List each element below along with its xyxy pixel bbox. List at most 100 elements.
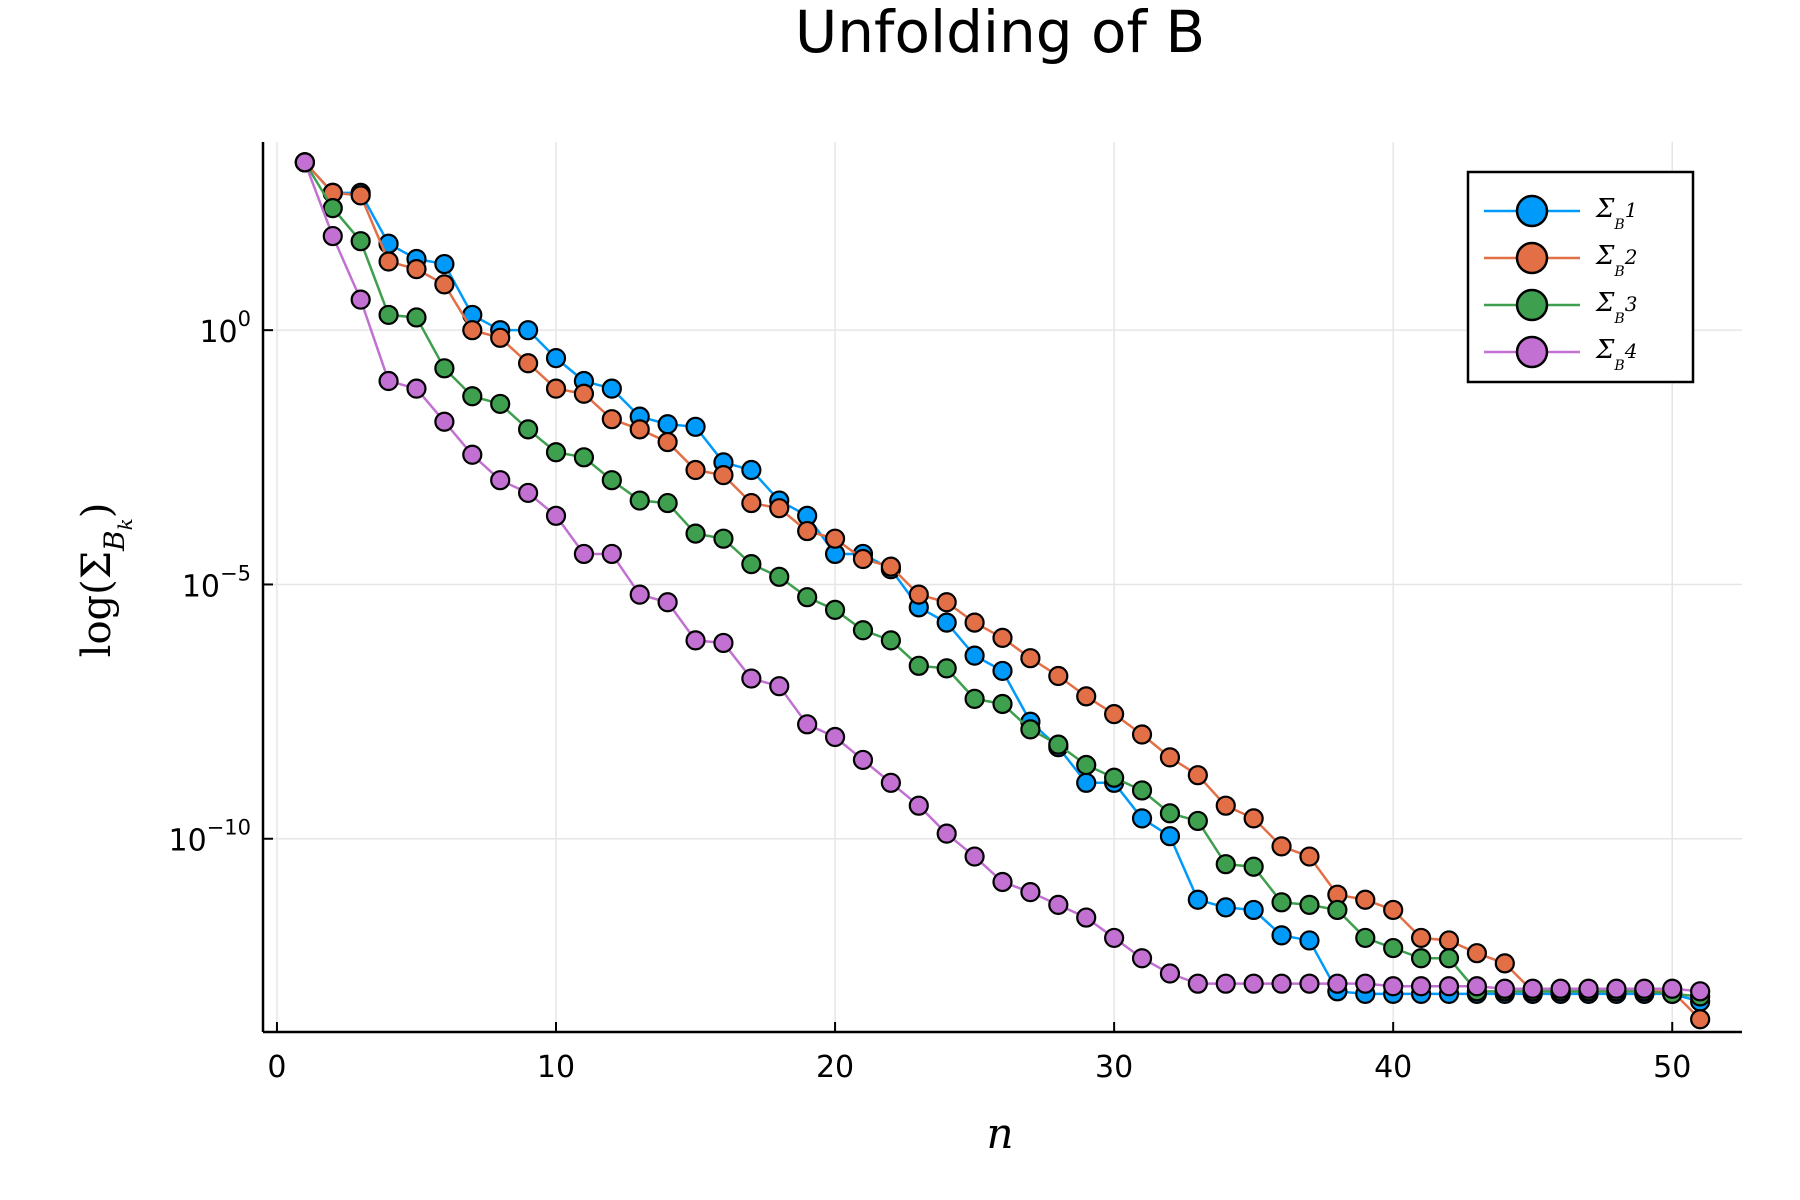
data-point xyxy=(964,645,985,666)
data-point xyxy=(1159,803,1181,824)
data-point xyxy=(992,627,1013,648)
data-point xyxy=(908,655,929,676)
data-point xyxy=(1020,882,1041,903)
x-tick-label: 40 xyxy=(1374,1050,1412,1085)
data-point xyxy=(545,442,567,463)
data-point xyxy=(880,630,901,651)
data-point xyxy=(1327,899,1348,921)
data-point xyxy=(518,353,539,374)
data-point xyxy=(1076,754,1097,776)
data-point xyxy=(1048,665,1069,687)
data-point xyxy=(685,523,706,544)
legend-item: ΣB1 xyxy=(1484,194,1637,233)
data-point xyxy=(462,444,483,465)
x-tick-label: 50 xyxy=(1653,1050,1691,1085)
data-point xyxy=(936,612,957,633)
legend-subscript: B xyxy=(1613,311,1624,327)
legend-item: ΣB3 xyxy=(1484,288,1637,327)
data-point xyxy=(462,320,483,341)
data-point xyxy=(490,393,511,415)
legend-label: ΣB2 xyxy=(1595,241,1637,280)
data-point xyxy=(629,419,650,440)
data-point xyxy=(769,566,790,587)
data-point xyxy=(713,632,734,654)
legend-index: 1 xyxy=(1625,198,1638,222)
legend-label: ΣB3 xyxy=(1595,288,1637,327)
data-point xyxy=(1299,973,1320,994)
data-point xyxy=(434,253,455,275)
data-point xyxy=(1159,963,1181,984)
data-point xyxy=(1355,889,1376,910)
legend-box xyxy=(1466,170,1695,384)
data-point xyxy=(964,846,985,867)
data-point xyxy=(518,419,539,440)
data-point xyxy=(824,726,846,748)
data-point xyxy=(1299,846,1320,867)
y-tick-base: 10 xyxy=(199,315,237,350)
data-point xyxy=(322,225,343,247)
data-point xyxy=(1327,973,1348,994)
data-point xyxy=(1159,826,1181,847)
data-point xyxy=(1383,899,1404,921)
series-layer xyxy=(294,152,1711,1030)
y-tick-base: 10 xyxy=(168,824,206,859)
data-point xyxy=(741,554,762,575)
data-point xyxy=(852,548,874,570)
data-point xyxy=(1522,978,1543,999)
data-point xyxy=(657,414,678,435)
y-tick-label: 10−5 xyxy=(182,561,251,604)
data-point xyxy=(1076,686,1097,707)
data-point xyxy=(685,416,706,437)
y-tick-label: 10−10 xyxy=(168,816,251,859)
data-point xyxy=(741,492,762,514)
data-point xyxy=(1494,978,1515,999)
data-point xyxy=(964,688,985,709)
x-tick-label: 30 xyxy=(1095,1050,1133,1085)
x-tick-label: 0 xyxy=(267,1050,286,1085)
legend-marker xyxy=(1515,241,1549,275)
data-point xyxy=(1215,795,1236,816)
data-point xyxy=(713,528,734,549)
data-point xyxy=(1634,978,1655,999)
y-tick-label: 100 xyxy=(199,307,251,350)
data-point xyxy=(657,431,678,453)
data-point xyxy=(685,459,706,481)
data-point xyxy=(406,259,427,280)
data-point xyxy=(1383,976,1404,997)
data-point xyxy=(1690,1009,1711,1030)
data-point xyxy=(1187,889,1208,910)
axes xyxy=(261,142,1742,1034)
data-point xyxy=(490,327,511,348)
data-point xyxy=(797,587,818,608)
data-point xyxy=(852,749,874,771)
data-point xyxy=(1215,973,1236,994)
data-point xyxy=(434,274,455,295)
data-point xyxy=(350,185,371,206)
data-point xyxy=(769,498,790,519)
data-point xyxy=(1104,927,1125,949)
data-point xyxy=(1355,973,1376,994)
data-point xyxy=(1438,948,1460,969)
data-point xyxy=(490,470,511,491)
data-point xyxy=(1215,854,1236,875)
x-tick-label: 20 xyxy=(816,1050,854,1085)
data-point xyxy=(1662,978,1683,999)
data-point xyxy=(1104,767,1125,788)
data-point xyxy=(350,231,371,252)
data-point xyxy=(601,378,622,399)
data-point xyxy=(852,620,874,641)
data-point xyxy=(518,482,539,504)
y-tick-exponent: 0 xyxy=(238,307,251,331)
data-point xyxy=(1299,894,1320,915)
data-point xyxy=(992,660,1013,682)
data-point xyxy=(518,320,539,341)
data-point xyxy=(573,383,595,404)
legend-subscript: B xyxy=(1613,264,1624,280)
legend-item: ΣB2 xyxy=(1484,241,1637,280)
data-point xyxy=(797,714,818,735)
legend-sigma: Σ xyxy=(1595,335,1615,365)
data-point xyxy=(1578,978,1599,999)
legend-label: ΣB1 xyxy=(1595,194,1637,233)
legend-marker xyxy=(1515,288,1549,322)
x-axis-label: n xyxy=(986,1109,1013,1158)
